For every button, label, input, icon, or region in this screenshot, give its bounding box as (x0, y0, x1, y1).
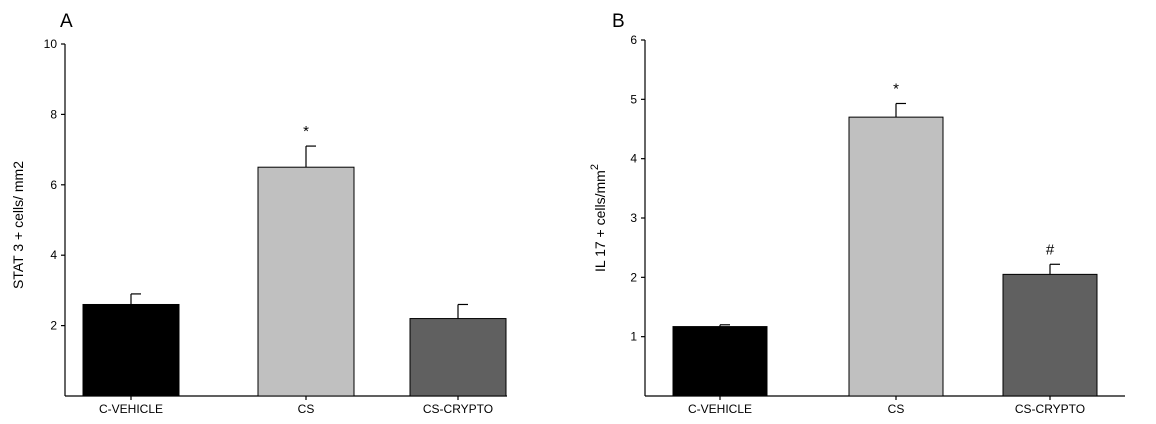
bar-b-cs-crypto (1002, 273, 1098, 397)
y-tick-label-b-3: 3 (630, 211, 637, 225)
y-tick-label-b-5: 5 (630, 92, 637, 106)
x-tick-label-a-c-vehicle: C-VEHICLE (99, 402, 163, 416)
bar-a-cs-crypto (409, 318, 507, 397)
x-tick-label-a-cs-crypto: CS-CRYPTO (423, 402, 493, 416)
chart-panel-a: A STAT 3 + cells/ mm2 2 4 6 8 10 C-VEHICLE CS *… (10, 11, 507, 416)
marks-b: 1 2 3 4 5 6 C-VEHICLE CS * CS-CRYPTO # (630, 33, 1098, 416)
y-axis-label-b-text: IL 17 + cells/mm (592, 170, 608, 272)
bar-a-c-vehicle (82, 303, 180, 397)
significance-mark-b-cs: * (893, 80, 899, 97)
panel-letter-a: A (60, 11, 73, 32)
significance-mark-a-cs: * (303, 123, 309, 140)
y-axis-label-a: STAT 3 + cells/ mm2 (10, 161, 26, 289)
significance-mark-b-cs-crypto: # (1046, 241, 1055, 258)
y-tick-label-b-4: 4 (630, 152, 637, 166)
marks-a: 2 4 6 8 10 C-VEHICLE CS * CS-CRYPTO (44, 37, 507, 416)
y-tick-label-b-1: 1 (630, 330, 637, 344)
y-tick-label-a-10: 10 (44, 37, 58, 51)
y-axis-label-b-sup: 2 (589, 164, 601, 170)
bar-b-c-vehicle (672, 326, 768, 397)
y-axis-label-b: IL 17 + cells/mm2 (589, 164, 608, 272)
y-tick-label-a-8: 8 (50, 107, 57, 121)
y-tick-label-b-2: 2 (630, 270, 637, 284)
y-tick-label-b-6: 6 (630, 33, 637, 47)
bar-b-cs (848, 116, 944, 397)
x-tick-label-a-cs: CS (298, 402, 315, 416)
bar-a-cs (257, 166, 355, 397)
x-tick-label-b-cs-crypto: CS-CRYPTO (1015, 402, 1085, 416)
y-tick-label-a-6: 6 (50, 178, 57, 192)
x-tick-label-b-c-vehicle: C-VEHICLE (688, 402, 752, 416)
y-tick-label-a-2: 2 (50, 319, 57, 333)
y-axis-label-a-text: STAT 3 + cells/ mm2 (10, 161, 26, 289)
y-tick-label-a-4: 4 (50, 248, 57, 262)
panel-letter-b: B (612, 11, 625, 32)
x-tick-label-b-cs: CS (888, 402, 905, 416)
